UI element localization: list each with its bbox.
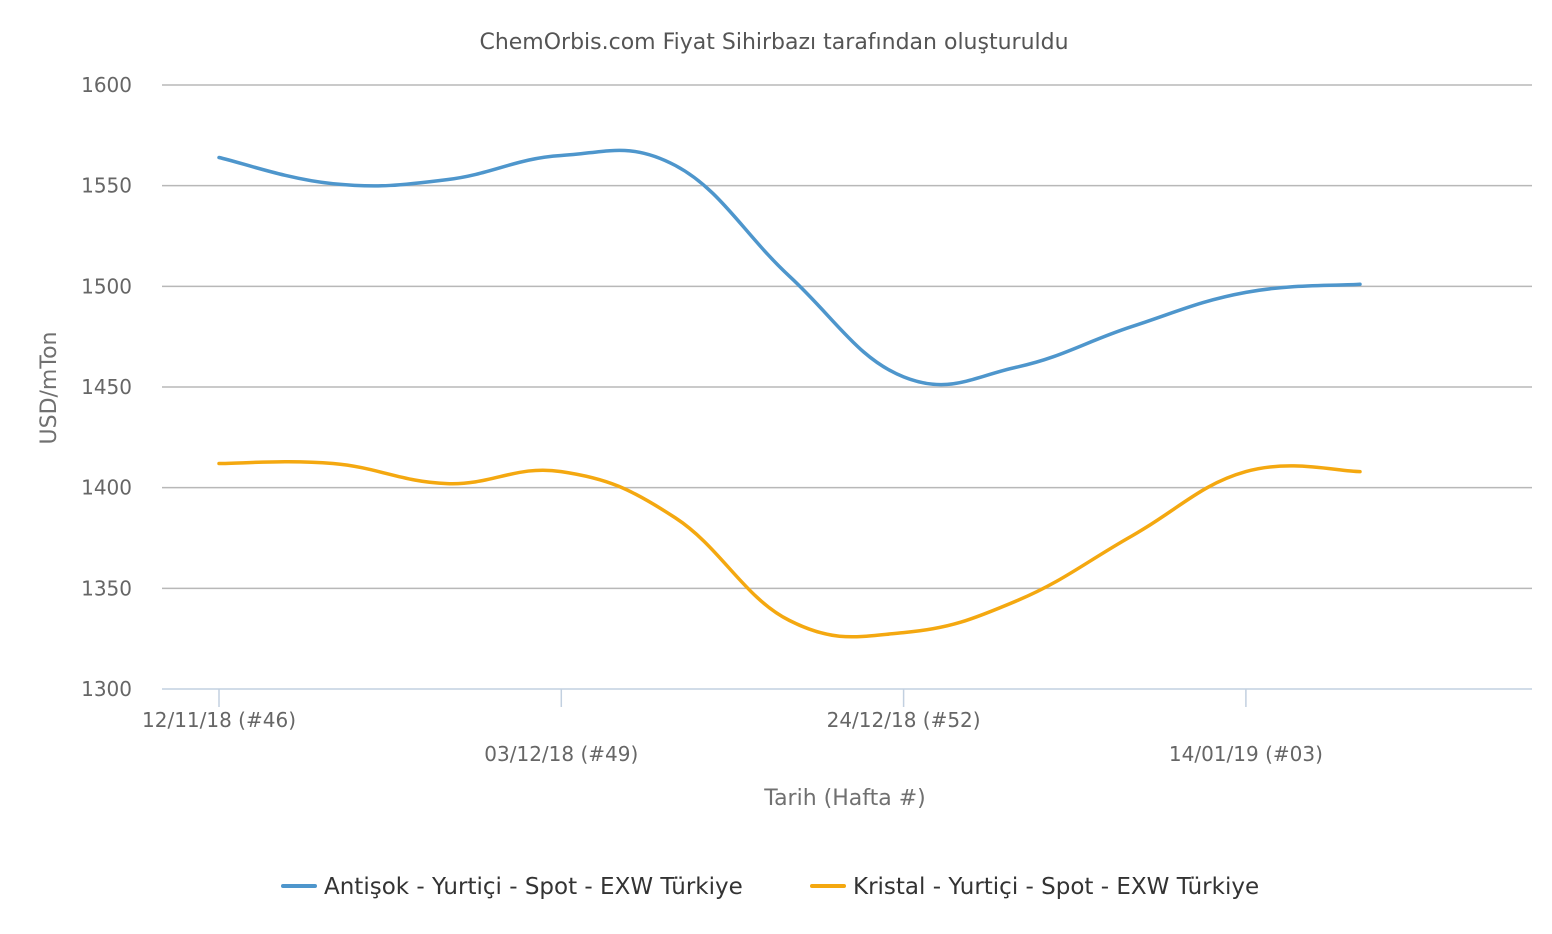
legend-label-2: Kristal - Yurtiçi - Spot - EXW Türkiye — [853, 874, 1259, 900]
x-tick-label: 14/01/19 (#03) — [1169, 742, 1323, 766]
y-tick-label: 1550 — [81, 174, 132, 198]
series-lines — [217, 148, 1362, 639]
legend: Antişok - Yurtiçi - Spot - EXW Türkiye Kr… — [281, 874, 1259, 900]
y-tick-label: 1450 — [81, 375, 132, 399]
y-tick-label: 1600 — [81, 73, 132, 97]
chart-title: ChemOrbis.com Fiyat Sihirbazı tarafından… — [479, 30, 1068, 55]
x-tick-label: 24/12/18 (#52) — [827, 708, 981, 732]
y-tick-label: 1300 — [81, 677, 132, 701]
y-axis-title: USD/mTon — [37, 332, 62, 445]
y-tick-label: 1350 — [81, 576, 132, 600]
x-axis: 12/11/18 (#46) 03/12/18 (#49) 24/12/18 (#5… — [142, 688, 1532, 766]
x-tick-label: 03/12/18 (#49) — [484, 742, 638, 766]
legend-label-1: Antişok - Yurtiçi - Spot - EXW Türkiye — [324, 874, 743, 900]
x-axis-title: Tarih (Hafta #) — [763, 786, 925, 811]
y-tick-label: 1400 — [81, 476, 132, 500]
series-line-1 — [217, 148, 1362, 387]
y-tick-label: 1500 — [81, 274, 132, 298]
series-line-2 — [217, 459, 1362, 639]
x-tick-label: 12/11/18 (#46) — [142, 708, 296, 732]
y-axis: 1300 1350 1400 1450 1500 1550 1600 — [81, 73, 132, 701]
